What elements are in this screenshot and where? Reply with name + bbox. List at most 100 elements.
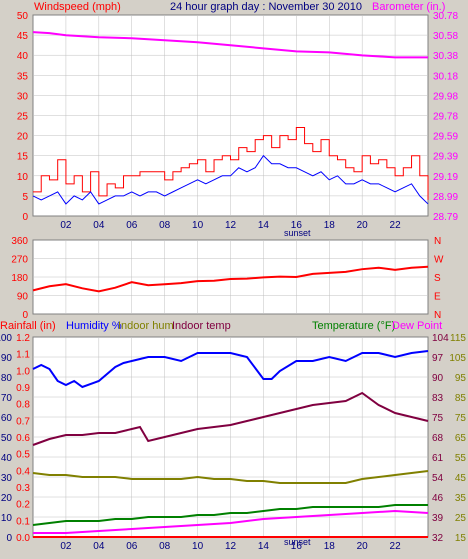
x-tick-label: 14 <box>258 541 270 552</box>
temperature-tick-label: 54 <box>432 473 444 484</box>
windspeed-tick-label: 5 <box>22 192 28 203</box>
temperature-tick-label: 83 <box>432 393 444 404</box>
series-line <box>32 504 428 526</box>
windspeed-tick-label: 10 <box>17 172 29 183</box>
rainfall-tick-label: 0.0 <box>16 533 30 544</box>
x-tick-label: 08 <box>159 541 171 552</box>
series-line <box>32 470 429 484</box>
outdoor-temp-tick-label: 105 <box>449 353 466 364</box>
rainfall-tick-label: 0.9 <box>16 383 30 394</box>
x-tick-label: 10 <box>192 220 204 231</box>
humidity-tick-label: 10 <box>1 513 13 524</box>
compass-tick-label: E <box>434 292 441 303</box>
humidity-axis-label: Humidity % <box>66 320 122 332</box>
barometer-tick-label: 29.19 <box>433 172 458 183</box>
rainfall-tick-label: 0.4 <box>16 466 30 477</box>
humidity-tick-label: 50 <box>1 433 13 444</box>
rainfall-tick-label: 0.6 <box>16 433 30 444</box>
windspeed-tick-label: 35 <box>17 71 29 82</box>
temperature-tick-label: 61 <box>432 453 444 464</box>
compass-tick-label: N <box>434 236 441 247</box>
outdoor-temp-tick-label: 85 <box>455 393 467 404</box>
humidity-tick-label: 20 <box>1 493 13 504</box>
outdoor-temp-tick-label: 115 <box>450 333 466 344</box>
x-tick-label: 06 <box>126 541 138 552</box>
temperature-tick-label: 68 <box>432 433 444 444</box>
compass-tick-label: W <box>434 255 444 266</box>
humidity-tick-label: 30 <box>1 473 13 484</box>
windspeed-tick-label: 15 <box>17 152 29 163</box>
series-line <box>32 31 428 59</box>
humidity-tick-label: 40 <box>1 453 13 464</box>
rainfall-tick-label: 0.7 <box>16 416 30 427</box>
x-tick-label: 14 <box>258 220 270 231</box>
series-line <box>33 127 429 200</box>
outdoor-temp-tick-label: 55 <box>455 453 467 464</box>
rainfall-tick-label: 1.0 <box>16 366 30 377</box>
windspeed-tick-label: 50 <box>17 11 29 22</box>
compass-tick-label: S <box>434 273 441 284</box>
x-tick-label: 10 <box>192 541 204 552</box>
x-tick-label: 22 <box>390 541 402 552</box>
x-tick-label: 04 <box>93 541 105 552</box>
temperature-tick-label: 39 <box>432 513 444 524</box>
x-tick-label: 04 <box>93 220 105 231</box>
x-tick-label: 06 <box>126 220 138 231</box>
x-tick-label: 16 <box>291 541 303 552</box>
barometer-tick-label: 30.18 <box>433 71 458 82</box>
temperature-axis-label: Temperature (°F) <box>312 320 395 332</box>
series-line <box>32 350 429 389</box>
windspeed-tick-label: 45 <box>17 31 29 42</box>
indoor-temp-axis-label: Indoor temp <box>172 320 231 332</box>
humidity-tick-label: 0 <box>6 533 12 544</box>
barometer-tick-label: 28.79 <box>433 212 458 223</box>
x-tick-label: 18 <box>324 220 336 231</box>
temperature-tick-label: 104 <box>432 333 449 344</box>
windspeed-tick-label: 0 <box>22 212 28 223</box>
outdoor-temp-tick-label: 65 <box>455 433 467 444</box>
direction-tick-label: 360 <box>11 236 28 247</box>
humidity-tick-label: 60 <box>1 413 13 424</box>
sunset-label-3: sunset <box>284 537 311 547</box>
outdoor-temp-tick-label: 95 <box>455 373 467 384</box>
chart-title: 24 hour graph day : November 30 2010 <box>170 1 362 13</box>
temperature-tick-label: 46 <box>432 493 444 504</box>
windspeed-axis-label: Windspeed (mph) <box>34 1 121 13</box>
x-tick-label: 20 <box>357 541 369 552</box>
sunset-label-1: sunset <box>284 228 311 238</box>
x-tick-label: 16 <box>291 220 303 231</box>
windspeed-tick-label: 25 <box>17 112 29 123</box>
series-line <box>32 265 429 293</box>
series-line <box>32 391 429 446</box>
rainfall-axis-label: Rainfall (in) <box>0 320 56 332</box>
barometer-tick-label: 30.38 <box>433 51 458 62</box>
rainfall-tick-label: 1.1 <box>16 350 30 361</box>
x-tick-label: 12 <box>225 220 237 231</box>
x-tick-label: 02 <box>60 541 72 552</box>
rainfall-tick-label: 0.1 <box>16 516 30 527</box>
temperature-tick-label: 90 <box>432 373 444 384</box>
indoor-hum-axis-label: Indoor hum <box>118 320 174 332</box>
compass-tick-label: N <box>434 310 441 321</box>
rainfall-tick-label: 0.3 <box>16 483 30 494</box>
humidity-tick-label: 80 <box>1 373 13 384</box>
x-tick-label: 22 <box>390 220 402 231</box>
x-tick-label: 02 <box>60 220 72 231</box>
x-tick-label: 12 <box>225 541 237 552</box>
windspeed-tick-label: 40 <box>17 51 29 62</box>
rainfall-tick-label: 0.5 <box>16 450 30 461</box>
temperature-tick-label: 97 <box>432 353 444 364</box>
direction-tick-label: 180 <box>11 273 28 284</box>
x-tick-label: 08 <box>159 220 171 231</box>
barometer-tick-label: 30.58 <box>433 31 458 42</box>
direction-tick-label: 270 <box>11 255 28 266</box>
dewpoint-axis-label: Dew Point <box>392 320 442 332</box>
barometer-tick-label: 28.99 <box>433 192 458 203</box>
humidity-tick-label: 100 <box>0 333 12 344</box>
barometer-tick-label: 29.39 <box>433 152 458 163</box>
barometer-tick-label: 29.59 <box>433 132 458 143</box>
windspeed-tick-label: 20 <box>17 132 29 143</box>
barometer-tick-label: 30.78 <box>433 11 458 22</box>
humidity-tick-label: 70 <box>1 393 13 404</box>
